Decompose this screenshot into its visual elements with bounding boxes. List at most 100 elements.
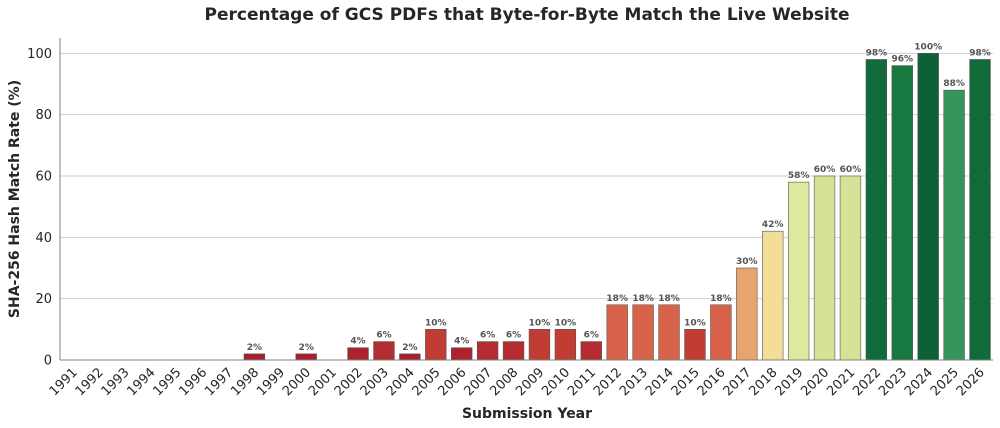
data-label: 2%	[247, 343, 262, 353]
data-label: 6%	[480, 331, 495, 341]
bar	[632, 304, 654, 361]
y-tick-label: 40	[35, 231, 52, 246]
x-tick-label: 2008	[487, 365, 521, 399]
data-label: 60%	[814, 165, 836, 175]
data-label: 2%	[402, 343, 417, 353]
bar	[736, 267, 758, 361]
data-label: 58%	[788, 171, 810, 181]
x-tick-label: 2001	[306, 365, 340, 399]
data-label: 6%	[506, 331, 521, 341]
data-labels: 2% 2% 4% 6% 2% 10% 4% 6% 6% 10% 10% 6% 18% 18% 18% 10% 1…	[247, 42, 991, 353]
x-tick-label: 2021	[824, 365, 858, 399]
x-tick-label: 1995	[150, 365, 184, 399]
y-tick-label: 60	[35, 170, 52, 185]
x-tick-label: 2002	[332, 365, 366, 399]
x-tick-label: 2004	[384, 365, 418, 399]
data-label: 10%	[555, 318, 577, 328]
x-tick-label: 2015	[669, 365, 703, 399]
x-tick-label: 2000	[280, 365, 314, 399]
x-tick-label: 1998	[228, 365, 262, 399]
x-tick-label: 2012	[591, 365, 625, 399]
x-tick-label: 1994	[125, 365, 159, 399]
x-tick-label: 2019	[772, 365, 806, 399]
bar	[787, 181, 810, 361]
bar	[502, 341, 525, 361]
bar	[969, 59, 991, 361]
x-tick-label: 2026	[954, 365, 988, 399]
data-label: 88%	[943, 79, 965, 89]
bar	[243, 353, 266, 361]
bar	[762, 230, 784, 361]
bar	[943, 89, 965, 361]
data-label: 100%	[914, 42, 942, 52]
x-tick-label: 2018	[747, 365, 781, 399]
x-tick-label: 2023	[876, 365, 910, 399]
data-label: 18%	[606, 294, 628, 304]
y-tick-label: 0	[44, 354, 52, 369]
bar	[839, 175, 862, 361]
bar	[580, 341, 602, 361]
x-tick-label: 2020	[798, 365, 832, 399]
x-tick-label: 2003	[358, 365, 392, 399]
y-tick-label: 80	[35, 108, 52, 123]
data-label: 18%	[710, 294, 732, 304]
data-label: 4%	[454, 337, 469, 347]
data-label: 98%	[866, 48, 888, 58]
data-label: 98%	[969, 48, 991, 58]
data-label: 10%	[425, 318, 447, 328]
bar	[813, 175, 836, 361]
y-axis-label: SHA-256 Hash Match Rate (%)	[7, 80, 23, 318]
bar	[891, 65, 913, 361]
bar	[554, 329, 577, 361]
y-tick-label: 20	[35, 292, 52, 307]
x-tick-label: 1992	[73, 365, 107, 399]
bars	[243, 53, 991, 361]
data-label: 10%	[684, 318, 706, 328]
data-label: 96%	[892, 55, 914, 65]
x-axis-label: Submission Year	[462, 406, 592, 422]
y-axis-ticks: 0 20 40 60 80 100	[27, 47, 52, 369]
x-axis-ticks: 1991199219931994199519961997199819992000…	[47, 365, 988, 399]
data-label: 18%	[658, 294, 680, 304]
data-label: 42%	[762, 220, 784, 230]
bar	[606, 304, 628, 361]
bar	[684, 329, 706, 361]
bar	[425, 329, 447, 361]
bar	[917, 53, 939, 361]
data-label: 10%	[529, 318, 551, 328]
bar	[710, 304, 732, 361]
x-tick-label: 2025	[928, 365, 962, 399]
bar	[451, 347, 473, 361]
x-tick-label: 2009	[513, 365, 547, 399]
x-tick-label: 2007	[461, 365, 495, 399]
x-tick-label: 2017	[721, 365, 755, 399]
data-label: 6%	[584, 331, 599, 341]
data-label: 30%	[736, 257, 758, 267]
x-tick-label: 1997	[202, 365, 236, 399]
x-tick-label: 2024	[902, 365, 936, 399]
x-tick-label: 2006	[436, 365, 470, 399]
bar	[399, 353, 421, 361]
bar	[528, 329, 551, 361]
x-tick-label: 1996	[176, 365, 210, 399]
x-tick-label: 2010	[539, 365, 573, 399]
bar	[476, 341, 499, 361]
x-tick-label: 2014	[643, 365, 677, 399]
x-tick-label: 1991	[47, 365, 81, 399]
bar	[295, 353, 317, 361]
data-label: 4%	[350, 337, 365, 347]
bar	[865, 59, 888, 361]
y-tick-label: 100	[27, 47, 52, 62]
x-tick-label: 2005	[410, 365, 444, 399]
x-tick-label: 2016	[695, 365, 729, 399]
bar	[658, 304, 680, 361]
data-label: 2%	[299, 343, 314, 353]
x-tick-label: 2011	[565, 365, 599, 399]
x-tick-label: 2022	[850, 365, 884, 399]
data-label: 18%	[632, 294, 654, 304]
data-label: 60%	[840, 165, 862, 175]
bar	[347, 347, 369, 361]
x-tick-label: 1999	[254, 365, 288, 399]
